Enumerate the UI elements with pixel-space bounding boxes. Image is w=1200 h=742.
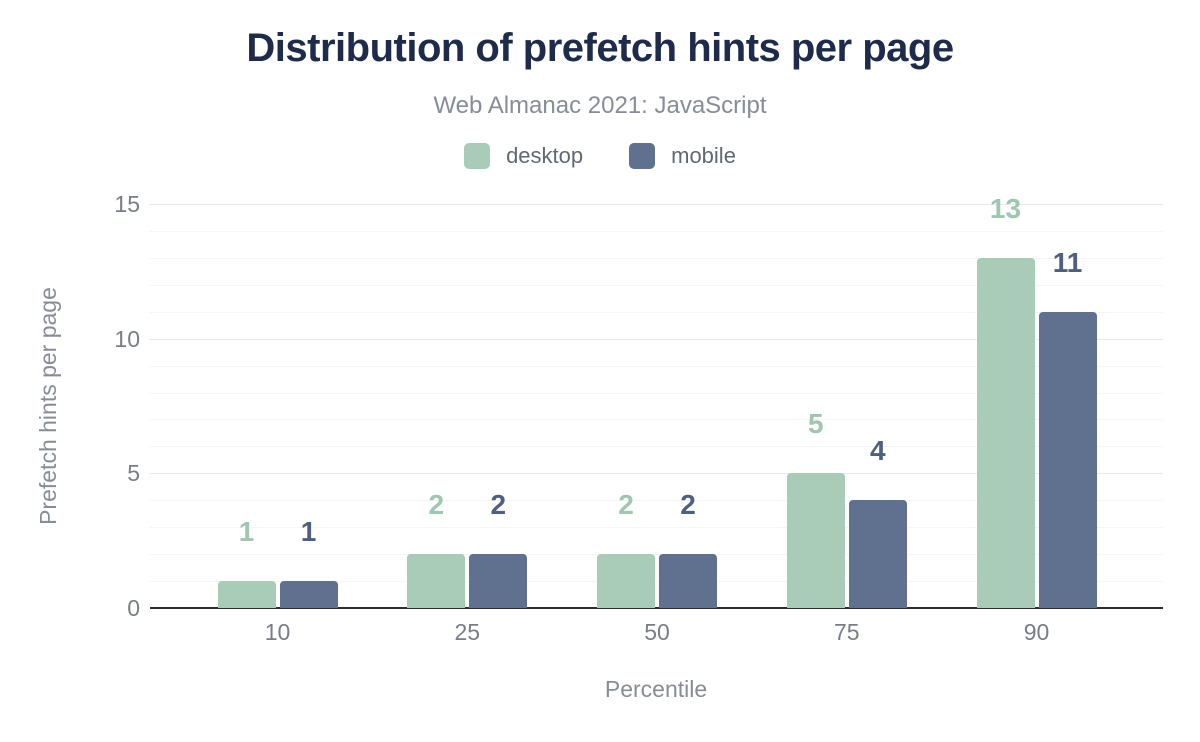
x-tick-label: 25 (454, 619, 481, 645)
desktop-bar-value-label: 2 (618, 489, 634, 521)
desktop-bar (407, 554, 466, 608)
legend: desktop mobile (0, 141, 1200, 171)
y-tick-label: 5 (127, 460, 140, 487)
minor-gridline (150, 365, 1163, 367)
major-gridline (150, 473, 1163, 475)
minor-gridline (150, 284, 1163, 286)
minor-gridline (150, 500, 1163, 502)
desktop-bar-value-label: 1 (238, 516, 255, 548)
chart-title: Distribution of prefetch hints per page (246, 26, 954, 70)
minor-gridline (150, 446, 1163, 448)
mobile-bar-value-label: 4 (869, 435, 886, 467)
desktop-bar-value-label: 13 (989, 192, 1022, 224)
mobile-bar-value-label: 2 (490, 489, 507, 521)
minor-gridline (150, 257, 1163, 259)
minor-gridline (150, 581, 1163, 583)
desktop-bar (217, 581, 276, 608)
minor-gridline (150, 554, 1163, 556)
x-tick-label: 10 (264, 619, 291, 645)
y-axis-title: Prefetch hints per page (35, 287, 61, 525)
mobile-bar (848, 500, 907, 608)
x-tick-label: 90 (1023, 619, 1050, 645)
desktop-series-swatch (464, 143, 491, 169)
mobile-bar-value-label: 11 (1052, 246, 1083, 278)
desktop-bar (976, 257, 1035, 608)
mobile-bar (659, 554, 717, 608)
desktop-bar (597, 554, 655, 608)
major-gridline (150, 204, 1163, 205)
x-axis-line (150, 607, 1163, 609)
major-gridline (150, 338, 1163, 340)
desktop-bar-value-label: 5 (807, 408, 824, 440)
mobile-bar (279, 581, 338, 608)
mobile-bar (469, 554, 528, 608)
minor-gridline (150, 230, 1163, 232)
mobile-bar-value-label: 1 (300, 516, 317, 548)
mobile-series-swatch (629, 143, 656, 169)
mobile-bar-value-label: 2 (680, 489, 696, 521)
chart-subtitle: Web Almanac 2021: JavaScript (433, 92, 767, 119)
legend-item-desktop: desktop (464, 143, 583, 169)
legend-item-mobile: mobile (629, 143, 736, 169)
desktop-bar (786, 473, 845, 608)
legend-label-mobile: mobile (671, 143, 736, 168)
minor-gridline (150, 392, 1163, 394)
y-tick-label: 10 (114, 325, 140, 352)
x-tick-label: 50 (644, 619, 670, 645)
y-tick-label: 15 (114, 191, 140, 217)
minor-gridline (150, 527, 1163, 529)
y-tick-label: 0 (127, 595, 140, 621)
legend-label-desktop: desktop (506, 143, 584, 168)
minor-gridline (150, 419, 1163, 421)
desktop-bar-value-label: 2 (428, 489, 445, 521)
mobile-bar (1038, 311, 1097, 608)
x-tick-label: 75 (833, 619, 860, 645)
minor-gridline (150, 311, 1163, 313)
x-axis-title: Percentile (604, 676, 708, 702)
